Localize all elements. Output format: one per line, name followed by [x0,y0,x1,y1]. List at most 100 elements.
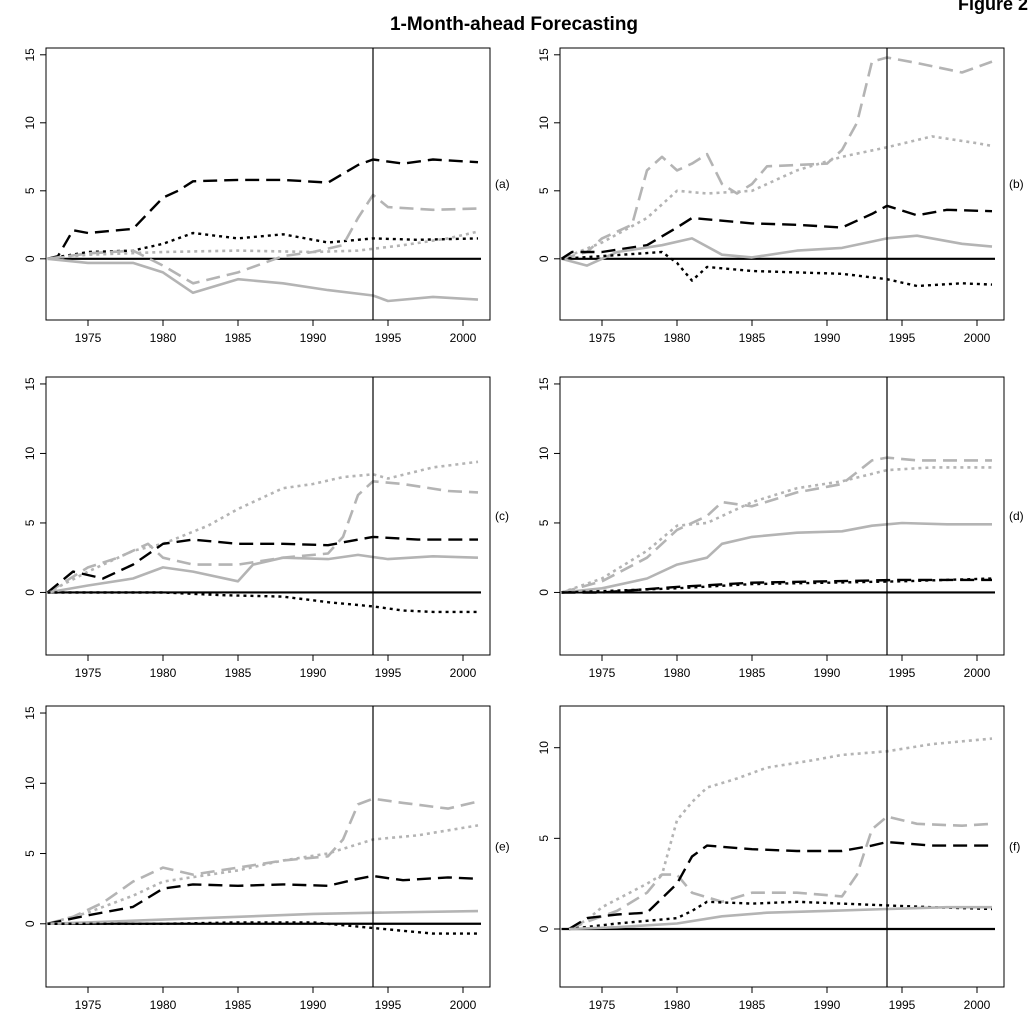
x-tick-label: 1980 [664,998,691,1012]
y-tick-label: 5 [23,850,37,857]
x-tick-label: 1980 [150,331,177,345]
x-tick-label: 1990 [300,331,327,345]
series-line-2 [46,480,479,594]
series-line-3 [561,521,992,594]
panel-5: 1975 1980 1985 1990 1995 2000 0 5 10 15 (e) [23,705,510,1012]
series-line-5 [47,257,479,303]
y-tick-label: 10 [23,776,37,790]
series-line-3 [560,204,993,260]
y-tick-label: 15 [23,377,37,391]
x-tick-label: 1975 [75,331,102,345]
y-tick-label: 0 [537,925,551,932]
x-tick-label: 1990 [814,666,841,680]
x-tick-label: 1995 [889,331,916,345]
y-tick-label: 10 [537,446,551,460]
x-tick-label: 1980 [664,331,691,345]
series-line-1 [47,158,479,260]
panel-4: 1975 1980 1985 1990 1995 2000 0 5 10 15 (d) [537,376,1024,680]
y-tick-label: 10 [537,741,551,755]
x-tick-label: 1995 [375,331,402,345]
series-line-1 [46,460,479,594]
x-tick-label: 1985 [739,331,766,345]
series-line-2 [47,824,479,926]
x-tick-label: 1995 [889,998,916,1012]
x-tick-label: 1995 [889,666,916,680]
series-line-5 [561,250,993,288]
y-tick-label: 5 [537,187,551,194]
figure-label: Figure 2 [958,0,1028,14]
x-tick-label: 1990 [814,331,841,345]
panel-label: (a) [495,177,510,191]
x-tick-label: 1995 [375,666,402,680]
panel-2: 1975 1980 1985 1990 1995 2000 0 5 10 15 (b) [537,47,1024,345]
x-tick-label: 1975 [589,998,616,1012]
x-tick-label: 1985 [225,998,252,1012]
series-line-4 [568,900,993,931]
x-tick-label: 1985 [739,998,766,1012]
x-tick-label: 1975 [589,666,616,680]
plot-frame [559,47,1005,321]
x-tick-label: 1985 [739,666,766,680]
series-line-2 [561,135,993,261]
series-line-1 [561,56,993,261]
panel-6: 1975 1980 1985 1990 1995 2000 0 5 10 (f) [537,705,1020,1012]
series-line-1 [47,797,479,926]
x-tick-label: 1975 [75,666,102,680]
series-line-3 [47,874,479,925]
x-tick-label: 1980 [150,666,177,680]
x-tick-label: 1980 [664,666,691,680]
plot-frame [559,705,1005,988]
y-tick-label: 10 [23,116,37,130]
y-tick-label: 5 [537,519,551,526]
series-line-1 [568,737,993,931]
panel-label: (d) [1009,509,1024,523]
series-line-3 [568,840,992,931]
x-tick-label: 2000 [964,331,991,345]
x-tick-label: 2000 [450,666,477,680]
y-tick-label: 10 [23,446,37,460]
series-line-3 [46,535,478,594]
panel-3: 1975 1980 1985 1990 1995 2000 0 5 10 15 (c) [23,376,509,680]
y-tick-label: 15 [23,706,37,720]
series-line-4 [47,230,479,261]
series-line-4 [47,553,479,594]
x-tick-label: 1990 [814,998,841,1012]
series-line-3 [47,193,479,285]
x-tick-label: 1975 [75,998,102,1012]
series-line-1 [561,456,992,594]
y-tick-label: 15 [537,377,551,391]
x-tick-label: 2000 [450,998,477,1012]
series-line-2 [568,815,993,931]
x-tick-label: 2000 [450,331,477,345]
x-tick-label: 1985 [225,331,252,345]
y-tick-label: 5 [23,187,37,194]
x-tick-label: 2000 [964,666,991,680]
y-tick-label: 0 [23,920,37,927]
y-tick-label: 0 [23,255,37,262]
series-line-4 [561,578,992,594]
x-tick-label: 1985 [225,666,252,680]
panel-1: 1975 1980 1985 1990 1995 2000 0 5 10 15 (a) [23,47,510,345]
y-tick-label: 10 [537,116,551,130]
x-tick-label: 1980 [150,998,177,1012]
series-line-5 [561,577,993,594]
series-line-4 [561,234,993,267]
y-tick-label: 15 [537,48,551,62]
y-tick-label: 5 [537,835,551,842]
y-tick-label: 0 [23,589,37,596]
panel-label: (b) [1009,177,1024,191]
x-tick-label: 1995 [375,998,402,1012]
chart-title: 1-Month-ahead Forecasting [389,14,639,35]
y-tick-label: 0 [537,589,551,596]
plot-frame [45,705,491,988]
series-line-4 [47,909,479,926]
series-line-5 [47,591,478,614]
series-line-2 [561,466,992,594]
plot-frame [45,376,491,656]
panel-label: (c) [495,509,509,523]
series-line-5 [568,905,992,931]
series-line-5 [47,921,478,935]
plot-frame [559,376,1005,656]
x-tick-label: 2000 [964,998,991,1012]
